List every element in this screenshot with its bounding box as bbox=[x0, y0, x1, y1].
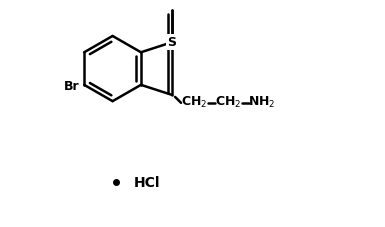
Text: CH$_2$: CH$_2$ bbox=[214, 95, 241, 110]
Text: HCl: HCl bbox=[134, 176, 160, 190]
Text: CH$_2$: CH$_2$ bbox=[181, 95, 207, 110]
Text: S: S bbox=[167, 36, 177, 49]
Text: NH$_2$: NH$_2$ bbox=[248, 95, 275, 110]
Text: Br: Br bbox=[64, 80, 79, 93]
